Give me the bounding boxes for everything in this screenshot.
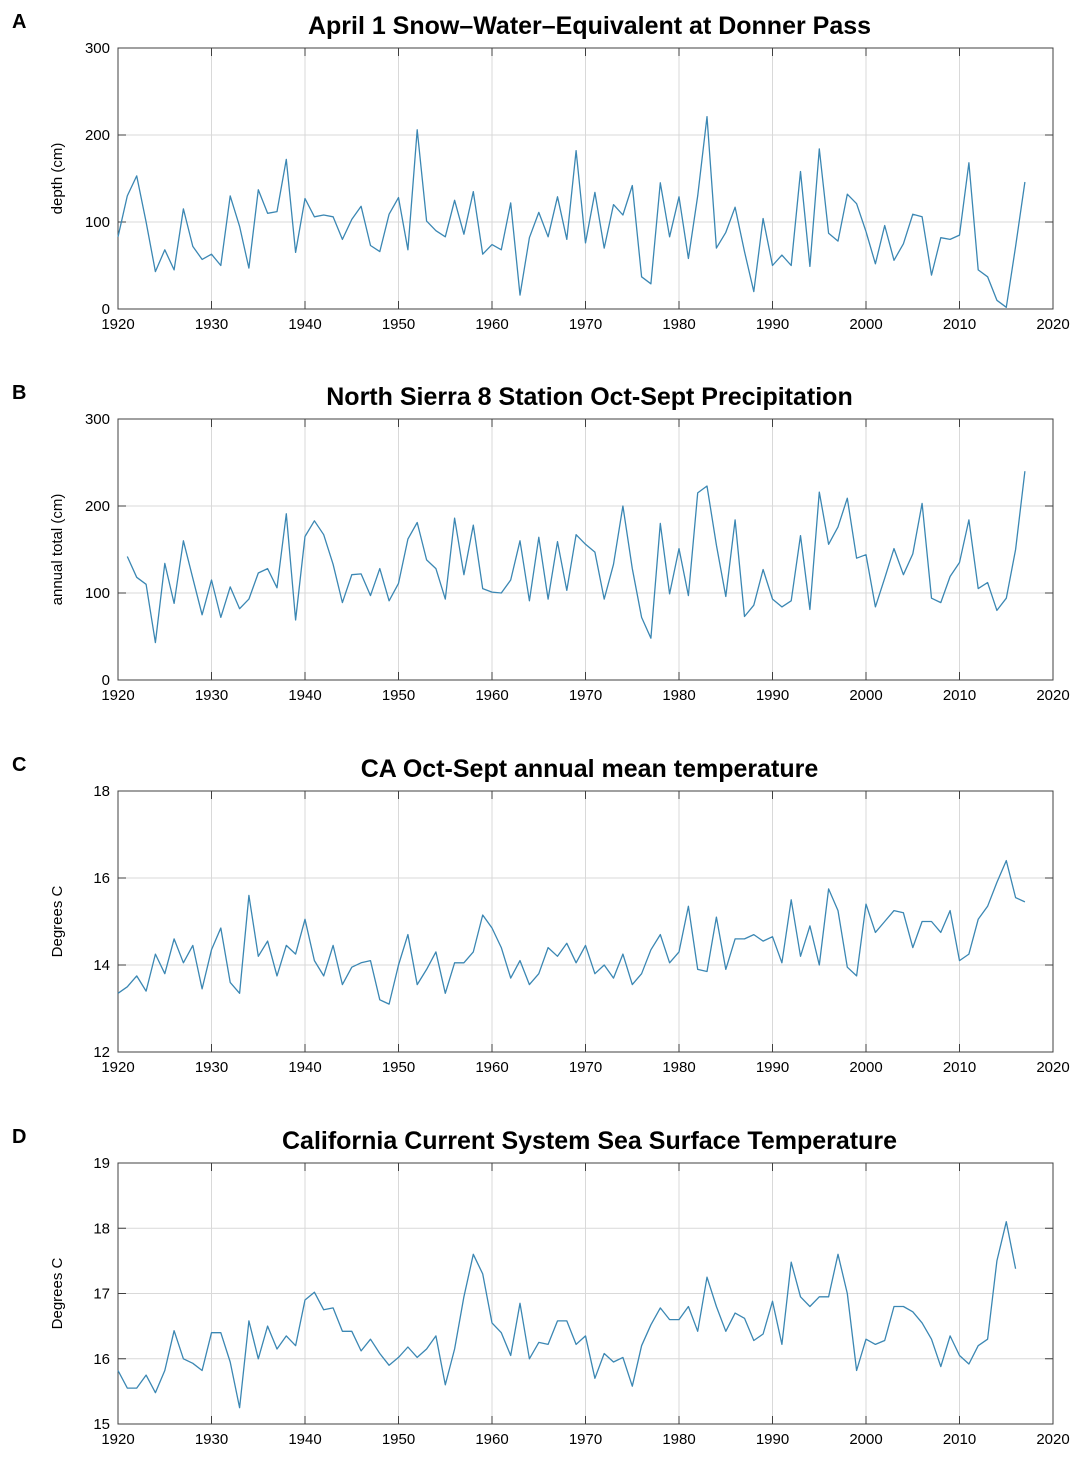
panel-letter: A xyxy=(12,11,26,33)
y-tick-label: 200 xyxy=(85,498,110,515)
y-tick-label: 19 xyxy=(93,1155,110,1172)
panel-a: A April 1 Snow–Water–Equivalent at Donner… xyxy=(12,11,1070,333)
x-tick-label: 1990 xyxy=(756,687,789,704)
y-tick-label: 0 xyxy=(102,672,110,689)
x-tick-label: 1950 xyxy=(382,1059,415,1076)
y-axis-label: annual total (cm) xyxy=(49,494,66,606)
x-tick-label: 1950 xyxy=(382,316,415,333)
y-axis-label: Degrees C xyxy=(49,1257,66,1329)
x-tick-label: 2010 xyxy=(943,1431,976,1448)
chart-title: April 1 Snow–Water–Equivalent at Donner … xyxy=(308,12,871,40)
x-tick-label: 2000 xyxy=(849,1431,882,1448)
y-tick-label: 14 xyxy=(93,957,110,974)
x-tick-label: 1920 xyxy=(101,1059,134,1076)
x-tick-label: 1950 xyxy=(382,1431,415,1448)
panel-d: D California Current System Sea Surface T… xyxy=(12,1126,1070,1448)
y-tick-label: 300 xyxy=(85,411,110,428)
x-tick-label: 1980 xyxy=(662,1431,695,1448)
y-tick-label: 100 xyxy=(85,585,110,602)
x-tick-label: 1980 xyxy=(662,1059,695,1076)
x-tick-label: 1990 xyxy=(756,316,789,333)
x-tick-label: 1970 xyxy=(569,687,602,704)
x-tick-label: 1990 xyxy=(756,1059,789,1076)
x-tick-label: 1960 xyxy=(475,687,508,704)
x-tick-label: 1920 xyxy=(101,687,134,704)
x-tick-label: 1970 xyxy=(569,1059,602,1076)
x-tick-label: 1940 xyxy=(288,687,321,704)
x-tick-label: 2000 xyxy=(849,316,882,333)
y-axis-label: Degrees C xyxy=(49,885,66,957)
x-tick-label: 2010 xyxy=(943,316,976,333)
x-tick-label: 1960 xyxy=(475,1059,508,1076)
y-tick-label: 18 xyxy=(93,783,110,800)
x-tick-label: 1930 xyxy=(195,316,228,333)
x-tick-label: 2000 xyxy=(849,1059,882,1076)
x-tick-label: 1980 xyxy=(662,316,695,333)
x-tick-label: 2020 xyxy=(1036,1059,1069,1076)
y-tick-label: 17 xyxy=(93,1286,110,1303)
x-tick-label: 2020 xyxy=(1036,316,1069,333)
x-tick-label: 2020 xyxy=(1036,687,1069,704)
x-tick-label: 1960 xyxy=(475,316,508,333)
x-tick-label: 1940 xyxy=(288,316,321,333)
series-line xyxy=(117,859,1026,1005)
chart-title: North Sierra 8 Station Oct-Sept Precipit… xyxy=(326,383,852,411)
x-tick-label: 1950 xyxy=(382,687,415,704)
x-tick-label: 1940 xyxy=(288,1059,321,1076)
x-tick-label: 1920 xyxy=(101,316,134,333)
x-tick-label: 1940 xyxy=(288,1431,321,1448)
x-tick-label: 1970 xyxy=(569,316,602,333)
series-line xyxy=(117,1221,1017,1409)
x-tick-label: 1970 xyxy=(569,1431,602,1448)
y-tick-label: 15 xyxy=(93,1416,110,1433)
y-tick-label: 12 xyxy=(93,1044,110,1061)
x-tick-label: 2010 xyxy=(943,687,976,704)
y-tick-label: 300 xyxy=(85,40,110,57)
x-tick-label: 1980 xyxy=(662,687,695,704)
y-tick-label: 16 xyxy=(93,1351,110,1368)
y-tick-label: 16 xyxy=(93,870,110,887)
x-tick-label: 2010 xyxy=(943,1059,976,1076)
x-tick-label: 1920 xyxy=(101,1431,134,1448)
x-tick-label: 2000 xyxy=(849,687,882,704)
y-tick-label: 100 xyxy=(85,214,110,231)
chart-title: California Current System Sea Surface Te… xyxy=(282,1127,897,1155)
panel-b: B North Sierra 8 Station Oct-Sept Precipi… xyxy=(12,382,1070,704)
x-tick-label: 1930 xyxy=(195,1431,228,1448)
y-tick-label: 200 xyxy=(85,127,110,144)
panel-letter: B xyxy=(12,382,26,404)
x-tick-label: 1960 xyxy=(475,1431,508,1448)
chart-title: CA Oct-Sept annual mean temperature xyxy=(361,755,819,783)
y-axis-label: depth (cm) xyxy=(49,143,66,215)
y-tick-label: 0 xyxy=(102,301,110,318)
x-tick-label: 1990 xyxy=(756,1431,789,1448)
panel-letter: C xyxy=(12,754,26,776)
series-line xyxy=(117,116,1026,308)
y-tick-label: 18 xyxy=(93,1220,110,1237)
panel-letter: D xyxy=(12,1126,26,1148)
series-line xyxy=(126,471,1026,644)
panel-c: C CA Oct-Sept annual mean temperature 1920… xyxy=(12,754,1070,1076)
x-tick-label: 1930 xyxy=(195,687,228,704)
x-tick-label: 2020 xyxy=(1036,1431,1069,1448)
x-tick-label: 1930 xyxy=(195,1059,228,1076)
